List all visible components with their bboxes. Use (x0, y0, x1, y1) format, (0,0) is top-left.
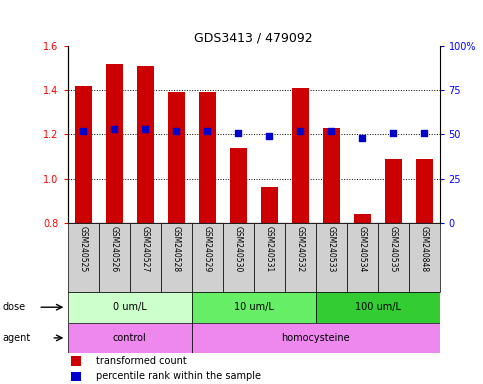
Text: homocysteine: homocysteine (281, 333, 350, 343)
Text: GSM240535: GSM240535 (388, 226, 398, 273)
Bar (415, 159, 433, 223)
Bar (68, 323, 192, 353)
Bar (71, 356, 81, 366)
Point (358, 135, 366, 141)
Bar (384, 159, 401, 223)
Bar (68, 292, 192, 323)
Text: GSM240526: GSM240526 (110, 226, 119, 272)
Text: GSM240525: GSM240525 (79, 226, 87, 272)
Point (327, 128, 335, 134)
Point (265, 133, 273, 139)
Bar (229, 148, 247, 223)
Bar (71, 372, 81, 381)
Bar (315, 223, 347, 292)
Text: control: control (113, 333, 146, 343)
Bar (409, 223, 440, 292)
Point (172, 128, 180, 134)
Bar (323, 128, 340, 223)
Text: agent: agent (2, 333, 30, 343)
Bar (74, 86, 92, 223)
Bar (192, 323, 440, 353)
Point (79, 128, 87, 134)
Bar (192, 223, 223, 292)
Bar (99, 223, 129, 292)
Bar (378, 223, 409, 292)
Text: GSM240530: GSM240530 (234, 226, 242, 273)
Bar (137, 66, 154, 223)
Bar (284, 223, 315, 292)
Bar (199, 93, 215, 223)
Text: GSM240531: GSM240531 (265, 226, 273, 272)
Text: GSM240527: GSM240527 (141, 226, 150, 272)
Bar (223, 223, 254, 292)
Point (389, 129, 397, 136)
Point (296, 128, 304, 134)
Text: dose: dose (2, 302, 26, 312)
Point (110, 126, 118, 132)
Point (234, 129, 242, 136)
Text: GSM240533: GSM240533 (327, 226, 336, 273)
Bar (68, 223, 99, 292)
Text: GSM240534: GSM240534 (357, 226, 367, 273)
Text: 0 um/L: 0 um/L (113, 302, 146, 312)
Bar (260, 187, 278, 223)
Point (141, 126, 149, 132)
Text: percentile rank within the sample: percentile rank within the sample (96, 371, 260, 381)
Text: GSM240532: GSM240532 (296, 226, 305, 272)
Text: 100 um/L: 100 um/L (355, 302, 400, 312)
Bar (106, 64, 123, 223)
Point (420, 129, 428, 136)
Text: GSM240528: GSM240528 (171, 226, 181, 272)
Text: 10 um/L: 10 um/L (234, 302, 273, 312)
Text: GSM240848: GSM240848 (420, 226, 428, 272)
Bar (129, 223, 161, 292)
Point (203, 128, 211, 134)
Bar (347, 223, 378, 292)
Bar (315, 292, 440, 323)
Bar (168, 93, 185, 223)
Bar (161, 223, 192, 292)
Text: GSM240529: GSM240529 (202, 226, 212, 272)
Bar (292, 88, 309, 223)
Bar (192, 292, 315, 323)
Text: transformed count: transformed count (96, 356, 186, 366)
Bar (254, 223, 284, 292)
Text: GDS3413 / 479092: GDS3413 / 479092 (194, 31, 313, 44)
Bar (354, 214, 370, 223)
